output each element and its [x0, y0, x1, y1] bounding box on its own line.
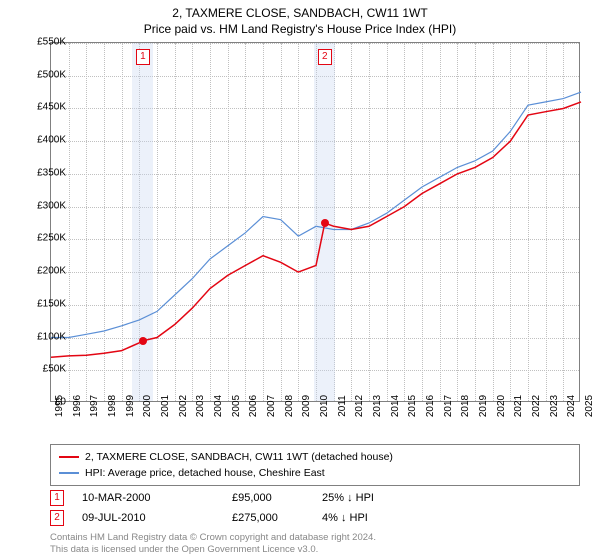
x-axis-label: 2021 [513, 395, 524, 417]
x-axis-label: 2011 [337, 395, 348, 417]
x-axis-label: 2015 [407, 395, 418, 417]
footer-line: Contains HM Land Registry data © Crown c… [50, 532, 376, 544]
x-axis-label: 2003 [195, 395, 206, 417]
x-axis-label: 2009 [301, 395, 312, 417]
x-axis-label: 2023 [549, 395, 560, 417]
y-axis-label: £550K [22, 37, 66, 48]
sale-date: 09-JUL-2010 [82, 512, 232, 524]
y-axis-label: £150K [22, 298, 66, 309]
series-line-price_paid [51, 102, 581, 357]
y-axis-label: £350K [22, 167, 66, 178]
legend-swatch [59, 456, 79, 458]
x-axis-label: 2005 [231, 395, 242, 417]
title-area: 2, TAXMERE CLOSE, SANDBACH, CW11 1WT Pri… [0, 0, 600, 40]
x-axis-label: 2001 [160, 395, 171, 417]
sale-badge: 1 [50, 490, 64, 506]
x-axis-label: 2004 [213, 395, 224, 417]
x-axis-label: 1995 [54, 395, 65, 417]
legend-box: 2, TAXMERE CLOSE, SANDBACH, CW11 1WT (de… [50, 444, 580, 486]
y-axis-label: £50K [22, 364, 66, 375]
sale-marker-badge: 1 [136, 49, 150, 65]
sale-price: £275,000 [232, 512, 322, 524]
x-axis-label: 2024 [566, 395, 577, 417]
x-axis-label: 2022 [531, 395, 542, 417]
x-axis-label: 2000 [142, 395, 153, 417]
plot-area: 12 [50, 42, 580, 402]
x-axis-label: 2010 [319, 395, 330, 417]
x-axis-label: 1996 [72, 395, 83, 417]
x-axis-label: 2006 [248, 395, 259, 417]
sale-row: 2 09-JUL-2010 £275,000 4% ↓ HPI [50, 508, 442, 528]
y-axis-label: £450K [22, 102, 66, 113]
footer-line: This data is licensed under the Open Gov… [50, 544, 376, 556]
sale-marker-badge: 2 [318, 49, 332, 65]
legend-item: 2, TAXMERE CLOSE, SANDBACH, CW11 1WT (de… [59, 449, 571, 465]
x-axis-label: 2025 [584, 395, 595, 417]
x-axis-label: 2007 [266, 395, 277, 417]
legend-label: HPI: Average price, detached house, Ches… [85, 467, 325, 479]
y-axis-label: £200K [22, 266, 66, 277]
y-axis-label: £250K [22, 233, 66, 244]
series-line-hpi [51, 92, 581, 337]
x-axis-label: 1998 [107, 395, 118, 417]
x-axis-label: 2019 [478, 395, 489, 417]
x-axis-label: 2012 [354, 395, 365, 417]
y-axis-label: £400K [22, 135, 66, 146]
sale-dot [139, 337, 147, 345]
x-axis-label: 2002 [178, 395, 189, 417]
sale-row: 1 10-MAR-2000 £95,000 25% ↓ HPI [50, 488, 442, 508]
sale-dot [321, 219, 329, 227]
legend-label: 2, TAXMERE CLOSE, SANDBACH, CW11 1WT (de… [85, 451, 393, 463]
x-axis-label: 2013 [372, 395, 383, 417]
plot-svg [51, 43, 581, 403]
y-axis-label: £300K [22, 200, 66, 211]
legend-swatch [59, 472, 79, 474]
y-axis-label: £500K [22, 69, 66, 80]
footer-attribution: Contains HM Land Registry data © Crown c… [50, 532, 376, 556]
x-axis-label: 2018 [460, 395, 471, 417]
x-axis-label: 2014 [390, 395, 401, 417]
sale-badge: 2 [50, 510, 64, 526]
x-axis-label: 2016 [425, 395, 436, 417]
sale-diff: 25% ↓ HPI [322, 492, 442, 504]
x-axis-label: 2008 [284, 395, 295, 417]
chart-subtitle: Price paid vs. HM Land Registry's House … [0, 22, 600, 36]
x-axis-label: 1997 [89, 395, 100, 417]
x-axis-label: 1999 [125, 395, 136, 417]
sale-date: 10-MAR-2000 [82, 492, 232, 504]
sales-table: 1 10-MAR-2000 £95,000 25% ↓ HPI 2 09-JUL… [50, 488, 442, 528]
legend-item: HPI: Average price, detached house, Ches… [59, 465, 571, 481]
x-axis-label: 2020 [496, 395, 507, 417]
chart-title: 2, TAXMERE CLOSE, SANDBACH, CW11 1WT [0, 6, 600, 20]
chart-container: 2, TAXMERE CLOSE, SANDBACH, CW11 1WT Pri… [0, 0, 600, 560]
x-axis-label: 2017 [443, 395, 454, 417]
y-axis-label: £100K [22, 331, 66, 342]
sale-diff: 4% ↓ HPI [322, 512, 442, 524]
sale-price: £95,000 [232, 492, 322, 504]
